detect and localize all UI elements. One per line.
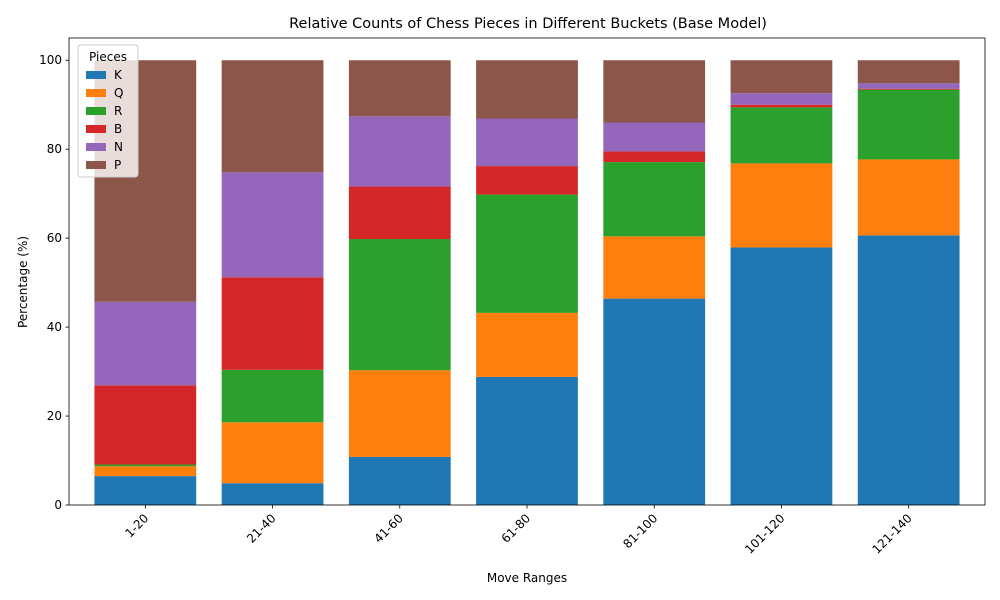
legend-label-q: Q [114, 86, 123, 100]
y-tick-label: 80 [47, 142, 62, 156]
bar-k-121-140 [857, 235, 960, 505]
legend-swatch-r [86, 107, 106, 115]
legend-swatch-b [86, 125, 106, 133]
bar-n-1-20 [94, 301, 197, 386]
bar-b-61-80 [476, 166, 578, 195]
bar-q-21-40 [221, 422, 324, 484]
y-tick-label: 60 [47, 231, 62, 245]
bar-b-81-100 [603, 151, 706, 163]
legend-label-k: K [114, 68, 123, 82]
bar-q-81-100 [603, 236, 706, 299]
legend-label-r: R [114, 104, 122, 118]
bar-q-121-140 [857, 159, 960, 236]
bar-r-21-40 [221, 369, 324, 423]
bar-q-1-20 [94, 466, 197, 477]
legend-label-b: B [114, 122, 122, 136]
bar-p-101-120 [730, 60, 833, 94]
bar-r-81-100 [603, 162, 706, 237]
y-tick-label: 40 [47, 320, 62, 334]
bar-q-101-120 [730, 163, 833, 248]
bar-p-81-100 [603, 60, 706, 123]
bar-n-61-80 [476, 118, 578, 167]
y-tick-label: 100 [39, 53, 62, 67]
legend-swatch-k [86, 71, 106, 79]
bar-k-21-40 [221, 483, 324, 505]
bar-p-121-140 [857, 60, 960, 84]
bar-r-61-80 [476, 194, 578, 313]
bar-p-61-80 [476, 60, 578, 119]
bar-k-1-20 [94, 476, 197, 505]
bar-b-1-20 [94, 385, 197, 465]
legend-swatch-q [86, 89, 106, 97]
legend-swatch-n [86, 143, 106, 151]
bar-n-81-100 [603, 122, 706, 152]
bar-p-21-40 [221, 60, 324, 173]
x-axis-label: Move Ranges [487, 571, 567, 585]
legend-label-n: N [114, 140, 123, 154]
y-tick-label: 20 [47, 409, 62, 423]
legend-title: Pieces [89, 50, 127, 64]
legend-label-p: P [114, 158, 121, 172]
bar-q-61-80 [476, 312, 578, 377]
bar-k-41-60 [348, 456, 451, 505]
bar-k-61-80 [476, 376, 578, 505]
bar-b-21-40 [221, 277, 324, 370]
bar-b-101-120 [730, 104, 833, 108]
bar-r-121-140 [857, 89, 960, 160]
bar-n-121-140 [857, 83, 960, 89]
y-tick-label: 0 [54, 498, 62, 512]
bar-b-121-140 [857, 88, 960, 90]
bar-q-41-60 [348, 370, 451, 457]
bar-r-101-120 [730, 107, 833, 164]
bar-p-41-60 [348, 60, 451, 117]
bar-n-41-60 [348, 116, 451, 187]
bar-k-81-100 [603, 298, 706, 505]
bar-r-41-60 [348, 239, 451, 371]
bar-n-101-120 [730, 93, 833, 105]
bar-k-101-120 [730, 247, 833, 506]
y-axis-label: Percentage (%) [16, 236, 30, 328]
chart-title: Relative Counts of Chess Pieces in Diffe… [289, 16, 767, 32]
bar-b-41-60 [348, 186, 451, 240]
bar-n-21-40 [221, 172, 324, 278]
bars-group [94, 60, 960, 506]
legend-swatch-p [86, 161, 106, 169]
bar-r-1-20 [94, 464, 197, 467]
